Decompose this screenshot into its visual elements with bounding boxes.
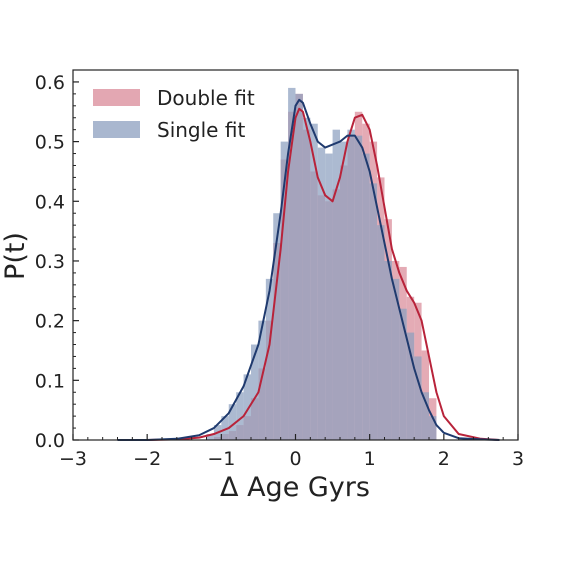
hist-bar (429, 416, 437, 440)
x-tick-label: 2 (438, 448, 450, 470)
legend-swatch-single-fit (93, 121, 140, 138)
x-tick-label: −2 (133, 448, 161, 470)
axes: −3 −2 −1 0 1 2 3 0.0 0.1 0.2 0.3 0.4 0.5 0.6 (35, 69, 524, 470)
y-tick-label: 0.5 (35, 132, 65, 154)
hist-bar (377, 225, 385, 440)
hist-bar (206, 434, 214, 440)
y-tick-label: 0.1 (35, 370, 65, 392)
hist-bar (384, 260, 392, 440)
hist-bar (340, 141, 348, 440)
kde-layer (117, 98, 500, 441)
x-tick-label: 3 (512, 448, 524, 470)
hist-bar (325, 153, 333, 440)
x-tick-label: 1 (364, 448, 376, 470)
hist-bar (332, 129, 340, 440)
legend-label-single-fit: Single fit (157, 118, 245, 142)
hist-bar (414, 356, 422, 440)
y-tick-label: 0.0 (35, 430, 65, 452)
legend-label-double-fit: Double fit (157, 86, 255, 110)
y-tick-label: 0.4 (35, 191, 65, 213)
x-tick-label: −1 (207, 448, 235, 470)
hist-bar (399, 308, 407, 440)
histogram-1 (206, 87, 437, 441)
y-tick-label: 0.3 (35, 251, 65, 273)
histogram-layer (206, 87, 437, 441)
hist-bar (317, 147, 326, 441)
legend: Double fit Single fit (93, 86, 255, 142)
hist-bar (347, 129, 355, 440)
hist-bar (302, 117, 311, 440)
hist-bar (236, 392, 244, 440)
hist-bar (391, 278, 400, 440)
hist-bar (421, 392, 429, 440)
kde-curve-1 (117, 98, 500, 441)
hist-bar (288, 87, 296, 440)
y-axis-label: P(t) (0, 232, 31, 280)
hist-bar (251, 344, 259, 440)
kde-curve-0 (117, 107, 500, 441)
hist-bar (354, 135, 363, 441)
hist-bar (310, 123, 318, 440)
legend-swatch-double-fit (93, 89, 140, 106)
hist-bar (295, 93, 303, 440)
hist-bar (243, 374, 251, 440)
hist-bar (228, 404, 237, 440)
hist-bar (265, 278, 274, 440)
hist-bar (280, 141, 289, 440)
x-tick-label: −3 (59, 448, 87, 470)
hist-bar (406, 332, 415, 440)
hist-bar (362, 153, 370, 440)
x-axis-label: Δ Age Gyrs (220, 472, 370, 503)
y-tick-label: 0.6 (35, 72, 65, 94)
x-tick-label: 0 (289, 448, 301, 470)
y-tick-label: 0.2 (35, 311, 65, 333)
hist-bar (221, 416, 229, 440)
hist-bar (369, 183, 378, 441)
hist-bar (273, 213, 281, 440)
